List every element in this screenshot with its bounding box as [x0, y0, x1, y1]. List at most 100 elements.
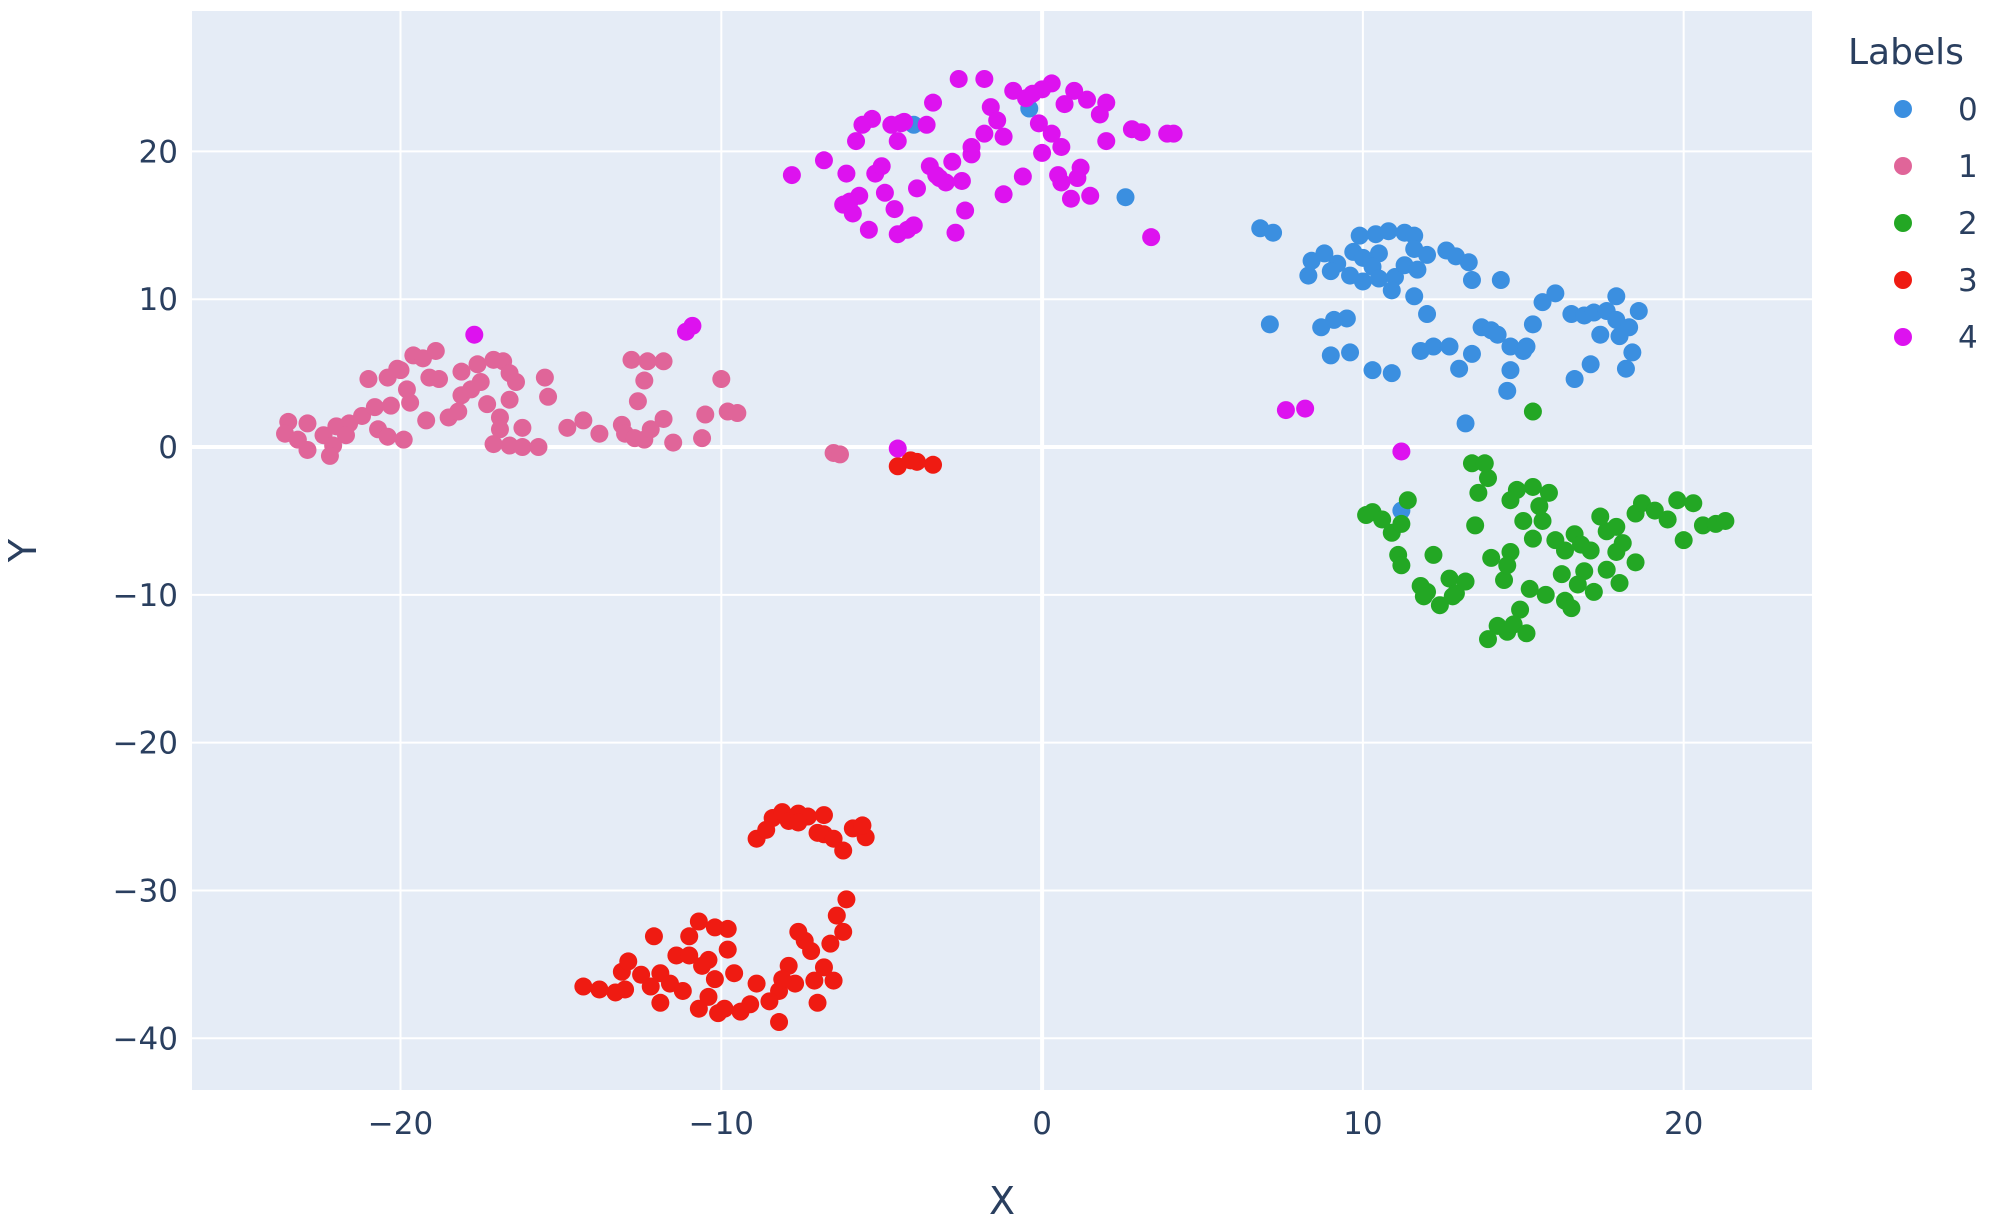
data-point — [1523, 477, 1542, 496]
data-point — [1097, 132, 1116, 151]
data-point — [705, 970, 724, 989]
data-point — [1607, 542, 1626, 561]
grid-lines — [192, 11, 1812, 1090]
data-point — [1466, 516, 1485, 535]
data-point — [1536, 585, 1555, 604]
data-point — [1501, 361, 1520, 380]
data-point — [1260, 315, 1279, 334]
data-point — [298, 440, 317, 459]
data-point — [558, 418, 577, 437]
data-point — [1523, 402, 1542, 421]
legend-title: Labels — [1848, 32, 1964, 73]
legend-item-2[interactable]: 2 — [1894, 206, 1978, 242]
data-point — [1607, 517, 1626, 536]
data-point — [590, 424, 609, 443]
data-point — [490, 420, 509, 439]
data-point — [709, 1004, 728, 1023]
data-point — [1296, 399, 1315, 418]
data-point — [949, 69, 968, 88]
data-point — [1530, 497, 1549, 516]
x-tick-label: 10 — [1343, 1106, 1382, 1142]
legend-item-1[interactable]: 1 — [1894, 149, 1978, 185]
data-point — [728, 404, 747, 423]
data-point — [943, 152, 962, 171]
series-2 — [1357, 402, 1735, 649]
data-point — [773, 970, 792, 989]
data-point — [1341, 266, 1360, 285]
data-point — [875, 183, 894, 202]
legend-item-0[interactable]: 0 — [1894, 92, 1978, 128]
data-point — [1645, 501, 1664, 520]
data-point — [994, 127, 1013, 146]
data-point — [1552, 565, 1571, 584]
data-point — [1584, 582, 1603, 601]
data-point — [831, 445, 849, 464]
data-point — [1142, 228, 1161, 247]
data-point — [1299, 266, 1318, 285]
data-point — [693, 956, 712, 975]
x-tick-label: 0 — [1032, 1106, 1052, 1142]
series-0 — [904, 99, 1648, 520]
data-point — [1013, 167, 1032, 186]
data-point — [1684, 494, 1703, 513]
series-4 — [465, 69, 1411, 461]
data-point — [824, 971, 843, 990]
data-point — [651, 964, 670, 983]
data-point — [1511, 600, 1530, 619]
y-axis-ticks: 20 10 0 −10 −20 −30 −40 — [113, 134, 178, 1057]
data-point — [1418, 245, 1437, 264]
data-point — [1469, 483, 1488, 502]
data-point — [1456, 572, 1475, 591]
data-point — [1495, 571, 1514, 590]
legend-item-4[interactable]: 4 — [1894, 320, 1978, 356]
data-point — [1424, 337, 1443, 356]
data-point — [689, 999, 708, 1018]
data-point — [904, 216, 923, 235]
legend-marker — [1894, 100, 1912, 118]
data-point — [465, 325, 484, 344]
data-point — [1623, 343, 1642, 362]
legend-item-3[interactable]: 3 — [1894, 263, 1978, 299]
data-point — [1565, 370, 1584, 389]
data-point — [574, 411, 593, 430]
data-point — [1591, 507, 1610, 526]
data-point — [962, 145, 981, 164]
data-point — [353, 406, 372, 425]
legend-items[interactable]: 0 1 2 3 4 — [1894, 92, 1978, 356]
data-point — [924, 93, 943, 112]
y-tick-label: 0 — [158, 430, 178, 466]
data-point — [507, 372, 525, 391]
data-point — [478, 395, 497, 414]
data-point — [1033, 143, 1052, 162]
data-point — [1479, 469, 1497, 488]
data-point — [760, 992, 779, 1011]
data-point — [1055, 95, 1074, 114]
data-point — [680, 927, 699, 946]
data-point — [747, 974, 766, 993]
x-axis-ticks: −20 −10 0 10 20 — [368, 1106, 1704, 1142]
data-point — [1443, 587, 1462, 606]
data-point — [1321, 262, 1340, 281]
data-point — [1533, 511, 1552, 530]
data-point — [1581, 541, 1600, 560]
y-tick-label: −40 — [113, 1021, 178, 1057]
y-axis-title: Y — [1, 538, 45, 563]
data-point — [1315, 244, 1334, 263]
data-point — [731, 1002, 750, 1021]
data-point — [988, 111, 1007, 130]
legend[interactable]: Labels 0 1 2 3 4 — [1848, 32, 1978, 356]
data-point — [635, 371, 654, 390]
data-point — [975, 69, 994, 88]
data-point — [821, 934, 840, 953]
data-point — [808, 993, 827, 1012]
data-point — [641, 420, 660, 439]
data-point — [1523, 529, 1542, 548]
data-point — [782, 166, 801, 185]
data-point — [1523, 315, 1542, 334]
data-point — [689, 912, 708, 931]
data-point — [388, 359, 407, 378]
data-point — [638, 352, 657, 371]
data-points — [276, 69, 1735, 1032]
data-point — [891, 114, 910, 133]
data-point — [1116, 188, 1135, 207]
